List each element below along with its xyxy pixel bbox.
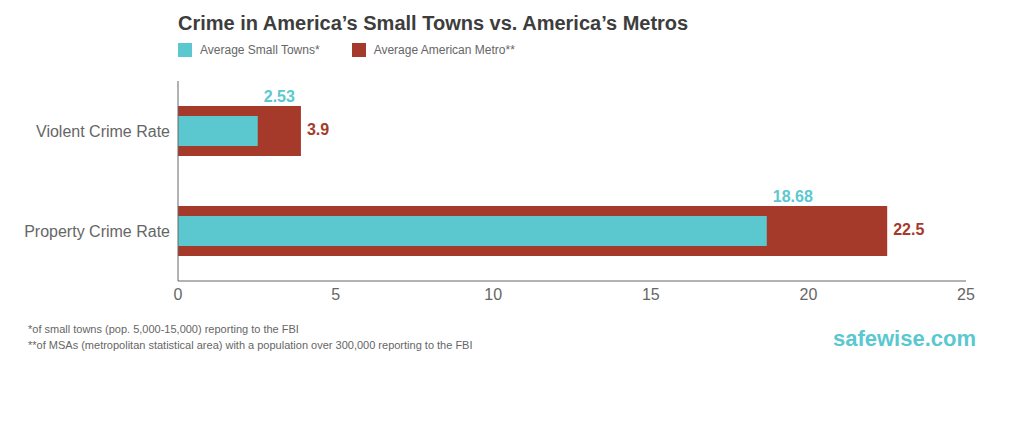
- html-text:Average Small Towns*: Average Small Towns*: [200, 43, 320, 57]
- svg-text:18.68: 18.68: [773, 188, 813, 205]
- svg-text:3.9: 3.9: [307, 121, 329, 138]
- svg-text:Violent Crime Rate: Violent Crime Rate: [36, 123, 170, 140]
- svg-text:20: 20: [800, 286, 818, 303]
- svg-text:15: 15: [642, 286, 660, 303]
- svg-text:25: 25: [957, 286, 975, 303]
- html-text:*of small towns (pop. 5,000-15: *of small towns (pop. 5,000-15,000) repo…: [28, 323, 299, 335]
- svg-text:10: 10: [484, 286, 502, 303]
- svg-text:22.5: 22.5: [893, 221, 924, 238]
- html-text:Average American Metro**: Average American Metro**: [373, 43, 515, 57]
- svg-text:5: 5: [331, 286, 340, 303]
- html-text:**of MSAs (metropolitan statis: **of MSAs (metropolitan statistical area…: [28, 339, 473, 351]
- svg-text:0: 0: [174, 286, 183, 303]
- svg-text:Property Crime Rate: Property Crime Rate: [24, 223, 170, 240]
- html-text:safewise.com: safewise.com: [832, 326, 976, 351]
- svg-text:2.53: 2.53: [264, 88, 295, 105]
- html-text:Crime in America’s Small Towns: Crime in America’s Small Towns vs. Ameri…: [178, 12, 689, 34]
